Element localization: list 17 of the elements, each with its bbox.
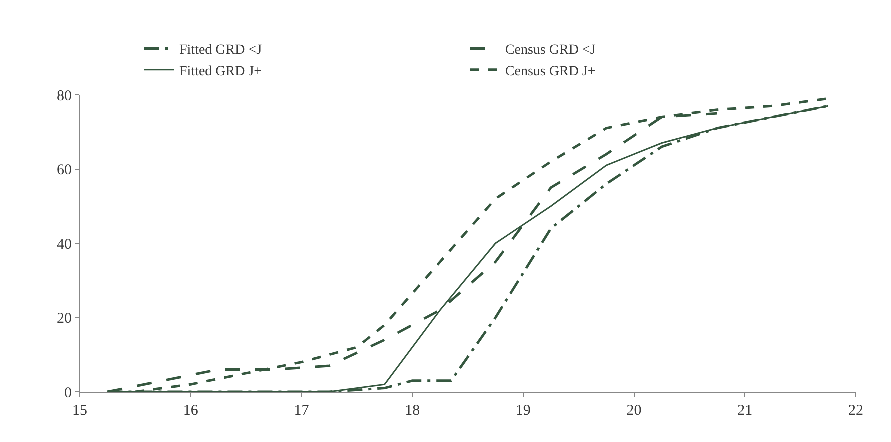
x-tick-label: 20 [626, 403, 642, 419]
x-tick-label: 21 [738, 403, 753, 419]
legend-label: Census GRD <J [505, 43, 596, 58]
x-tick-label: 15 [72, 403, 88, 419]
legend-label: Fitted GRD J+ [180, 64, 262, 80]
x-tick-label: 17 [294, 403, 310, 419]
y-tick-label: 60 [57, 162, 72, 178]
legend-label: Fitted GRD <J [180, 43, 263, 58]
x-tick-label: 18 [405, 403, 420, 419]
x-tick-label: 22 [848, 403, 864, 419]
y-tick-label: 0 [64, 385, 72, 402]
y-tick-label: 20 [57, 311, 72, 327]
legend-label: Census GRD J+ [505, 64, 596, 80]
y-tick-label: 80 [57, 88, 72, 104]
y-tick-label: 40 [57, 236, 72, 253]
x-tick-label: 19 [516, 403, 531, 419]
x-tick-label: 16 [183, 403, 199, 419]
